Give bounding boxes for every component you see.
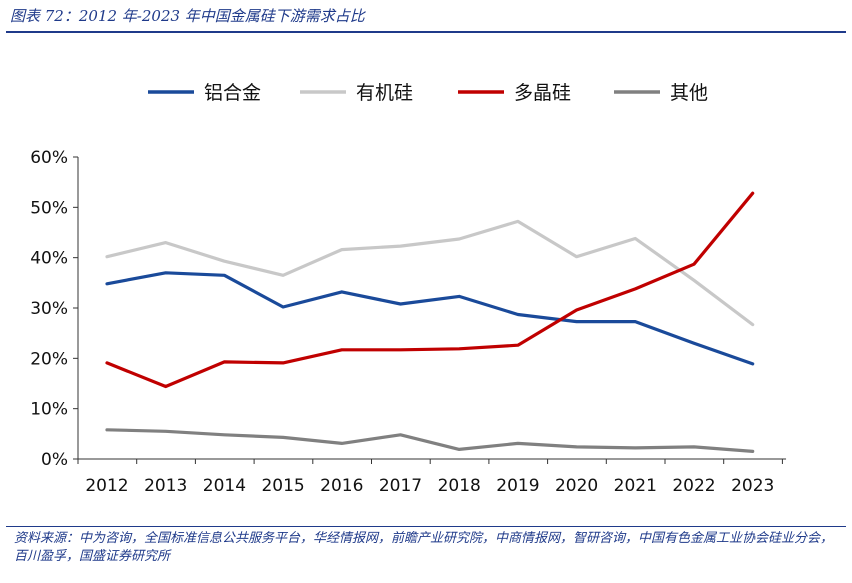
x-tick-label: 2019 — [496, 476, 539, 496]
series-line-1 — [105, 271, 755, 366]
x-axis: 2012 2013 2014 2015 2016 2017 2018 2019 2020 2021… — [77, 458, 787, 496]
series-line-2 — [105, 219, 755, 327]
series-line-3 — [105, 191, 755, 389]
y-tick-label: 40% — [30, 249, 68, 269]
title-bar: 图表 72：2012 年-2023 年中国金属硅下游需求占比 — [0, 0, 852, 33]
x-tick-label: 2017 — [379, 476, 422, 496]
series-line-4 — [105, 428, 755, 453]
x-tick-label: 2013 — [144, 476, 187, 496]
y-tick-label: 10% — [30, 400, 68, 420]
x-tick-label: 2012 — [85, 476, 128, 496]
legend-label: 有机硅 — [356, 82, 413, 104]
y-tick-label: 50% — [30, 198, 68, 218]
title-rule — [6, 31, 846, 33]
x-tick-label: 2018 — [438, 476, 481, 496]
y-tick-label: 30% — [30, 299, 68, 319]
x-tick-label: 2021 — [614, 476, 657, 496]
y-tick-label: 0% — [41, 450, 68, 470]
y-tick-label: 20% — [30, 349, 68, 369]
x-tick-label: 2022 — [672, 476, 715, 496]
x-tick-label: 2020 — [555, 476, 598, 496]
y-tick-label: 60% — [30, 148, 68, 168]
legend-label: 其他 — [670, 82, 708, 104]
legend-label: 多晶硅 — [514, 82, 571, 104]
plot-lines — [105, 191, 755, 453]
x-tick-label: 2016 — [320, 476, 363, 496]
y-axis: 0% 10% 20% 30% 40% 50% 60% — [30, 148, 79, 470]
source-note: 资料来源：中为咨询，全国标准信息公共服务平台，华经情报网，前瞻产业研究院，中商情… — [14, 531, 834, 564]
source-rule — [6, 526, 846, 527]
figure-title: 图表 72：2012 年-2023 年中国金属硅下游需求占比 — [10, 7, 365, 25]
x-tick-label: 2015 — [261, 476, 304, 496]
line-chart: 铝合金 有机硅 多晶硅 其他 0%10%20%30%40%50%60% 2012 201… — [30, 82, 787, 496]
x-tick-label: 2014 — [203, 476, 246, 496]
chart-legend: 铝合金 有机硅 多晶硅 其他 — [148, 82, 708, 104]
legend-label: 铝合金 — [204, 82, 261, 104]
x-tick-label: 2023 — [731, 476, 774, 496]
